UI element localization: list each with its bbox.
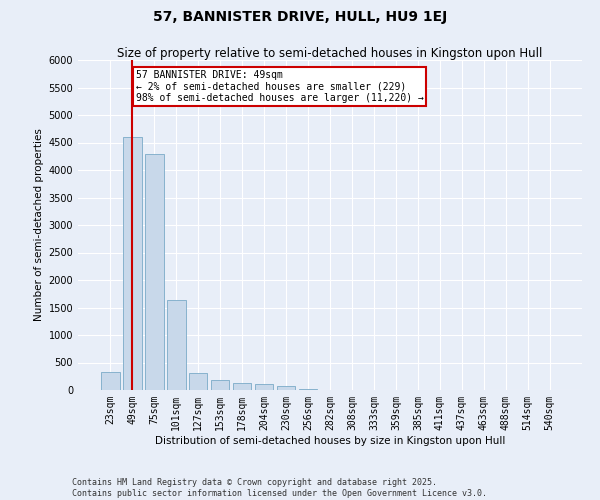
Title: Size of property relative to semi-detached houses in Kingston upon Hull: Size of property relative to semi-detach… <box>118 47 542 60</box>
Text: 57, BANNISTER DRIVE, HULL, HU9 1EJ: 57, BANNISTER DRIVE, HULL, HU9 1EJ <box>153 10 447 24</box>
X-axis label: Distribution of semi-detached houses by size in Kingston upon Hull: Distribution of semi-detached houses by … <box>155 436 505 446</box>
Bar <box>101 372 119 390</box>
Y-axis label: Number of semi-detached properties: Number of semi-detached properties <box>34 128 44 322</box>
Text: Contains HM Land Registry data © Crown copyright and database right 2025.
Contai: Contains HM Land Registry data © Crown c… <box>72 478 487 498</box>
Text: 57 BANNISTER DRIVE: 49sqm
← 2% of semi-detached houses are smaller (229)
98% of : 57 BANNISTER DRIVE: 49sqm ← 2% of semi-d… <box>136 70 424 103</box>
Bar <box>123 137 142 390</box>
Bar <box>233 383 251 390</box>
Bar <box>189 373 208 390</box>
Bar <box>145 154 164 390</box>
Bar <box>255 384 274 390</box>
Bar <box>167 300 185 390</box>
Bar <box>211 380 229 390</box>
Bar <box>299 389 317 390</box>
Bar <box>277 386 295 390</box>
